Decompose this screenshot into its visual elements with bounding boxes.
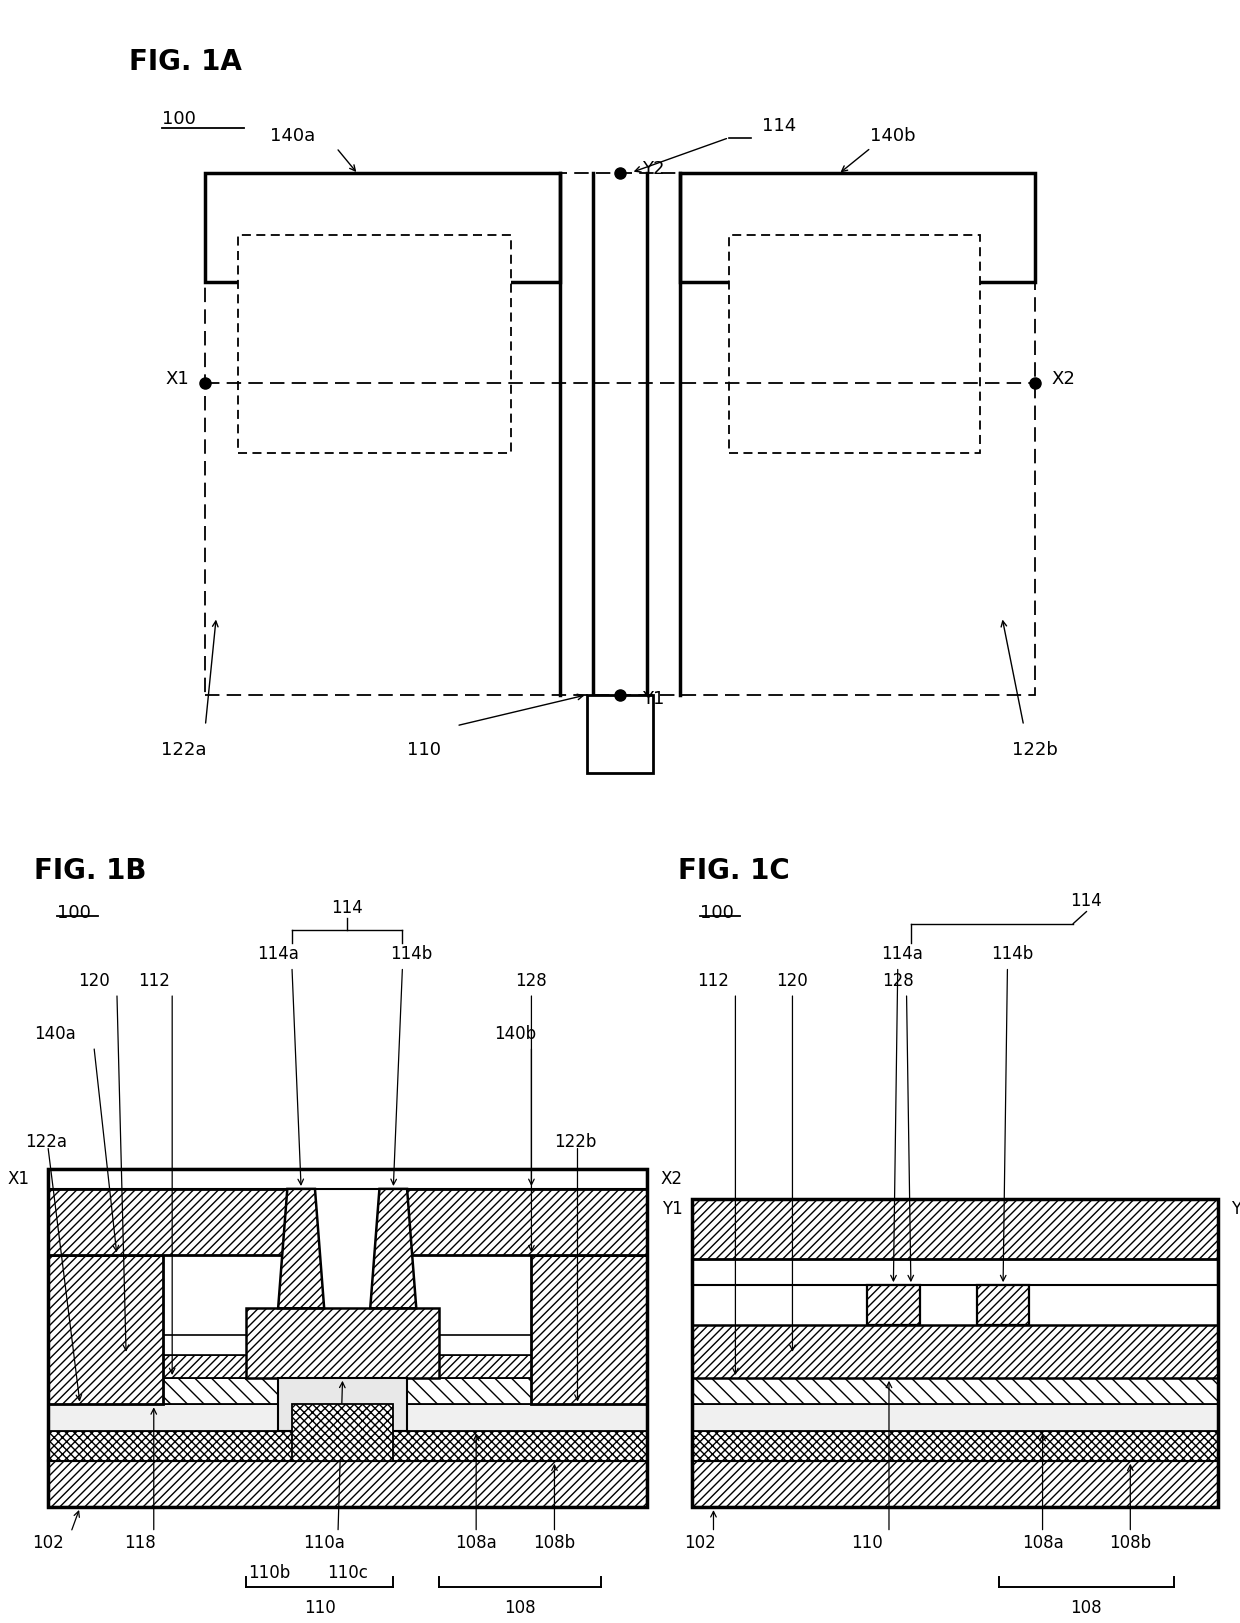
Text: 102: 102 (684, 1534, 717, 1552)
Polygon shape (692, 1404, 1218, 1431)
Polygon shape (48, 1355, 646, 1378)
Polygon shape (48, 1255, 162, 1404)
Polygon shape (278, 1378, 407, 1431)
Polygon shape (291, 1404, 393, 1461)
Text: 108: 108 (1070, 1599, 1102, 1617)
Polygon shape (48, 1190, 310, 1255)
Text: X1: X1 (7, 1170, 30, 1188)
Text: FIG. 1A: FIG. 1A (129, 49, 242, 76)
Polygon shape (692, 1378, 1218, 1404)
Text: X2: X2 (1052, 370, 1075, 388)
Text: 128: 128 (882, 972, 914, 990)
Polygon shape (729, 235, 980, 453)
Text: 114b: 114b (391, 945, 433, 964)
Text: 114a: 114a (882, 945, 923, 964)
Text: 110: 110 (407, 742, 440, 760)
Polygon shape (206, 172, 560, 282)
Text: 100: 100 (161, 110, 196, 128)
Text: Y2: Y2 (642, 159, 665, 179)
Text: 108b: 108b (1110, 1534, 1152, 1552)
Polygon shape (48, 1431, 646, 1461)
Polygon shape (867, 1285, 920, 1324)
Text: 108b: 108b (533, 1534, 575, 1552)
Text: 118: 118 (124, 1534, 156, 1552)
Text: X1: X1 (165, 370, 188, 388)
Text: X2: X2 (661, 1170, 682, 1188)
Text: 114: 114 (331, 899, 363, 917)
Text: 120: 120 (78, 972, 110, 990)
Text: 122a: 122a (25, 1133, 67, 1151)
Text: 122a: 122a (161, 742, 206, 760)
Polygon shape (692, 1334, 1218, 1355)
Text: 128: 128 (516, 972, 547, 990)
Text: Y2: Y2 (1231, 1199, 1240, 1217)
Polygon shape (692, 1199, 1218, 1258)
Polygon shape (692, 1324, 1218, 1378)
Text: 108a: 108a (455, 1534, 497, 1552)
Text: 102: 102 (32, 1534, 63, 1552)
Polygon shape (48, 1169, 646, 1190)
Text: 114b: 114b (991, 945, 1033, 964)
Text: 110: 110 (304, 1599, 336, 1617)
Text: 108: 108 (505, 1599, 536, 1617)
Text: 110b: 110b (248, 1563, 290, 1582)
Polygon shape (680, 172, 1034, 282)
Text: 122b: 122b (1012, 742, 1058, 760)
Text: 110: 110 (851, 1534, 883, 1552)
Text: 114a: 114a (257, 945, 299, 964)
Polygon shape (246, 1308, 439, 1378)
Polygon shape (48, 1378, 646, 1404)
Polygon shape (48, 1461, 646, 1508)
Text: 122b: 122b (554, 1133, 596, 1151)
Text: 140a: 140a (270, 128, 315, 146)
Polygon shape (278, 1190, 324, 1308)
Text: 114: 114 (761, 117, 796, 135)
Polygon shape (692, 1431, 1218, 1461)
Polygon shape (692, 1461, 1218, 1508)
Text: 110c: 110c (327, 1563, 367, 1582)
Text: 110a: 110a (304, 1534, 345, 1552)
Polygon shape (48, 1404, 646, 1431)
Text: Y1: Y1 (642, 690, 665, 708)
Polygon shape (48, 1334, 646, 1355)
Polygon shape (384, 1190, 646, 1255)
Text: 108a: 108a (1022, 1534, 1064, 1552)
Text: FIG. 1C: FIG. 1C (678, 857, 790, 885)
Text: FIG. 1B: FIG. 1B (33, 857, 146, 885)
Polygon shape (692, 1258, 1218, 1285)
Polygon shape (692, 1355, 1218, 1378)
Polygon shape (371, 1190, 417, 1308)
Polygon shape (977, 1285, 1029, 1324)
Text: 120: 120 (776, 972, 808, 990)
Text: 112: 112 (138, 972, 170, 990)
Text: Y1: Y1 (662, 1199, 683, 1217)
Text: 100: 100 (57, 904, 91, 922)
Text: 114: 114 (1070, 893, 1102, 911)
Text: 140b: 140b (495, 1026, 537, 1044)
Text: 100: 100 (701, 904, 734, 922)
Text: 112: 112 (698, 972, 729, 990)
Polygon shape (238, 235, 511, 453)
Polygon shape (532, 1255, 646, 1404)
Text: 140a: 140a (33, 1026, 76, 1044)
Text: 140b: 140b (870, 128, 915, 146)
Polygon shape (588, 695, 652, 773)
